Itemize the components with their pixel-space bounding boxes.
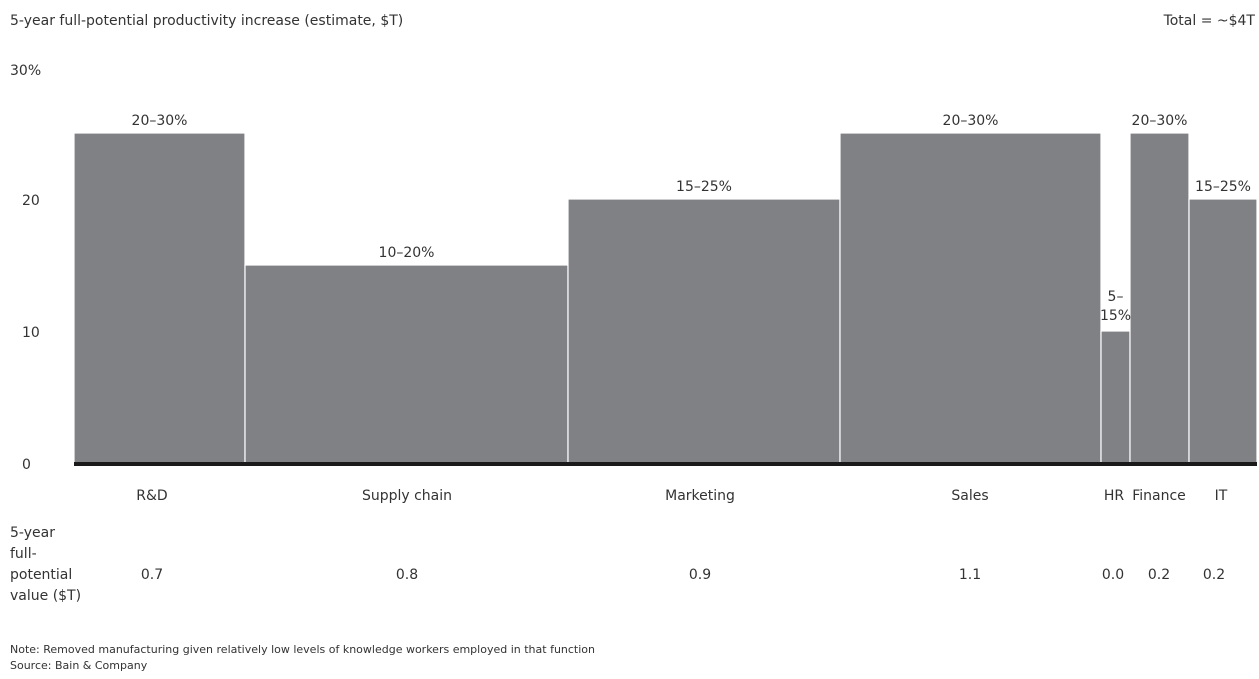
chart-title: 5-year full-potential productivity incre…: [10, 13, 404, 29]
value-row-label-line-2: potential: [10, 567, 72, 583]
source-note: Source: Bain & Company: [10, 659, 148, 672]
y-tick-label-0: 0: [22, 457, 31, 473]
range-label-1: 10–20%: [379, 245, 435, 261]
range-label-2: 15–25%: [676, 179, 732, 195]
range-label-0: 20–30%: [132, 113, 188, 129]
value-row-5: 0.2: [1148, 567, 1170, 583]
value-row-1: 0.8: [396, 567, 418, 583]
category-label-it: IT: [1215, 488, 1228, 504]
category-label-hr: HR: [1104, 488, 1125, 504]
bar-sales: [839, 132, 1102, 464]
range-label-4-line-0: 5–: [1108, 289, 1124, 305]
bar-finance: [1129, 132, 1190, 464]
value-row-2: 0.9: [689, 567, 711, 583]
bar-marketing: [567, 198, 841, 464]
value-row-label-line-1: full-: [10, 546, 37, 562]
value-row-label-line-3: value ($T): [10, 588, 81, 604]
total-label: Total = ~$4T: [1163, 13, 1255, 29]
value-row-0: 0.7: [141, 567, 163, 583]
category-label-r-d: R&D: [136, 488, 167, 504]
value-row-6: 0.2: [1203, 567, 1225, 583]
range-label-4-line-1: 15%: [1100, 308, 1131, 324]
bar-r-d: [73, 132, 246, 464]
range-label-6: 15–25%: [1195, 179, 1251, 195]
y-tick-label-20: 20: [22, 193, 40, 209]
value-row-4: 0.0: [1102, 567, 1124, 583]
bar-supply-chain: [244, 264, 569, 464]
y-tick-label-10: 10: [22, 325, 40, 341]
y-axis-max-label: 30%: [10, 63, 42, 79]
bar-it: [1188, 198, 1258, 464]
range-label-5: 20–30%: [1132, 113, 1188, 129]
value-row-label-line-0: 5-year: [10, 525, 55, 541]
value-row-3: 1.1: [959, 567, 981, 583]
category-label-supply-chain: Supply chain: [362, 488, 452, 504]
footnote: Note: Removed manufacturing given relati…: [10, 643, 596, 656]
bar-hr: [1100, 330, 1131, 464]
category-label-finance: Finance: [1132, 488, 1186, 504]
category-label-marketing: Marketing: [665, 488, 735, 504]
x-axis-baseline: [74, 462, 1257, 466]
range-label-3: 20–30%: [943, 113, 999, 129]
category-label-sales: Sales: [951, 488, 988, 504]
